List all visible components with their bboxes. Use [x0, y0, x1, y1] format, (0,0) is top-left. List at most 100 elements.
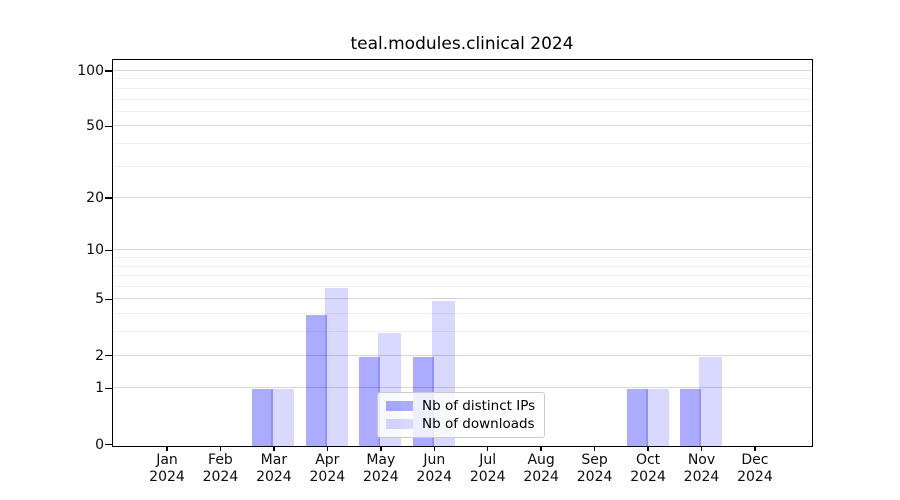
y-tick-label: 1 [95, 380, 104, 397]
minor-gridline [112, 331, 812, 333]
x-tick-mark [273, 446, 275, 451]
major-gridline [112, 249, 812, 251]
bar-nb-of-downloads-mar-2024 [271, 389, 295, 446]
x-tick-mark [380, 446, 382, 451]
y-tick-mark [105, 249, 112, 252]
x-tick-mark [647, 446, 649, 451]
legend-item-distinct-ips: Nb of distinct IPs [386, 397, 535, 415]
x-tick-label-line: May [366, 452, 396, 468]
y-tick-mark [105, 70, 112, 72]
bar-nb-of-distinct-ips-nov-2024 [680, 389, 701, 446]
x-tick-mark [326, 446, 329, 451]
x-tick-mark [700, 446, 703, 451]
x-tick-label: May 2024 [349, 452, 413, 485]
bar-nb-of-distinct-ips-may-2024 [359, 356, 381, 446]
major-gridline [112, 125, 812, 127]
chart-title: teal.modules.clinical 2024 [350, 34, 574, 54]
legend-item-downloads: Nb of downloads [386, 415, 535, 433]
x-tick-label: Mar 2024 [242, 452, 306, 485]
x-tick-label: Jun 2024 [402, 452, 466, 485]
x-tick-label: Sep 2024 [563, 452, 627, 485]
bar-nb-of-downloads-nov-2024 [699, 356, 722, 446]
legend-label-downloads: Nb of downloads [422, 416, 535, 432]
minor-gridline [112, 275, 812, 277]
x-tick-label-line: Apr [315, 452, 340, 468]
bar-nb-of-downloads-apr-2024 [324, 288, 348, 446]
bar-nb-of-distinct-ips-mar-2024 [252, 389, 274, 446]
x-tick-label-line: 2024 [683, 468, 720, 485]
bar-nb-of-downloads-oct-2024 [645, 389, 669, 446]
x-tick-label: Aug 2024 [509, 452, 573, 485]
x-tick-mark [486, 446, 489, 451]
plot-area [111, 58, 813, 447]
x-tick-mark [166, 446, 168, 451]
major-gridline [112, 354, 812, 356]
x-tick-mark [219, 446, 222, 451]
x-tick-label-line: 2024 [523, 468, 559, 485]
x-tick-label-line: Jul [479, 452, 497, 468]
x-tick-label-line: Dec [741, 452, 769, 468]
y-tick-label: 50 [86, 118, 104, 135]
x-tick-label-line: 2024 [737, 468, 773, 485]
x-tick-mark [433, 446, 435, 451]
x-tick-label-line: Jun [423, 452, 446, 468]
x-tick-label-line: Jan [156, 452, 178, 468]
major-gridline [112, 197, 812, 199]
y-tick-label: 20 [86, 190, 104, 207]
x-tick-label-line: Mar [260, 452, 288, 468]
minor-gridline [112, 98, 812, 100]
legend: Nb of distinct IPs Nb of downloads [377, 392, 546, 438]
minor-gridline [112, 87, 812, 89]
major-gridline [112, 387, 812, 389]
minor-gridline [112, 78, 812, 80]
x-tick-label-line: Nov [687, 452, 716, 468]
x-tick-label-line: 2024 [630, 468, 666, 485]
bar-nb-of-distinct-ips-oct-2024 [626, 389, 648, 446]
y-tick-mark [105, 387, 112, 390]
x-tick-label-line: 2024 [576, 468, 613, 485]
x-tick-mark [540, 446, 542, 451]
x-tick-label: Dec 2024 [723, 452, 787, 485]
minor-gridline [112, 110, 812, 112]
x-tick-label: Oct 2024 [616, 452, 680, 485]
y-tick-label: 100 [77, 62, 104, 79]
x-tick-mark [593, 446, 596, 451]
minor-gridline [112, 142, 812, 144]
x-tick-mark [754, 446, 756, 451]
x-tick-label: Nov 2024 [670, 452, 734, 485]
y-tick-mark [105, 197, 112, 199]
legend-label-distinct-ips: Nb of distinct IPs [422, 398, 536, 414]
x-tick-label-line: 2024 [149, 468, 185, 485]
x-tick-label-line: Aug [527, 452, 555, 468]
y-tick-mark [105, 125, 112, 128]
x-tick-label-line: 2024 [309, 468, 346, 485]
minor-gridline [112, 265, 812, 267]
x-tick-label-line: 2024 [202, 468, 239, 485]
x-tick-label: Jul 2024 [456, 452, 520, 485]
x-tick-label-line: Sep [581, 452, 608, 468]
y-tick-label: 2 [95, 347, 104, 364]
y-tick-label: 0 [95, 436, 104, 453]
y-tick-mark [105, 443, 112, 446]
x-tick-label: Apr 2024 [295, 452, 359, 485]
minor-gridline [112, 257, 812, 259]
x-tick-label-line: 2024 [256, 468, 292, 485]
minor-gridline [112, 165, 812, 167]
x-tick-label-line: 2024 [416, 468, 453, 485]
y-tick-mark [105, 354, 112, 357]
major-gridline [112, 69, 812, 71]
y-tick-mark [105, 298, 112, 301]
x-tick-label-line: Oct [635, 452, 661, 468]
x-tick-label: Jan 2024 [135, 452, 199, 485]
x-tick-label-line: 2024 [469, 468, 506, 485]
legend-swatch-downloads [386, 419, 413, 429]
x-tick-label: Feb 2024 [188, 452, 252, 485]
x-tick-label-line: Feb [208, 452, 233, 468]
minor-gridline [112, 313, 812, 315]
x-tick-label-line: 2024 [362, 468, 399, 485]
major-gridline [112, 298, 812, 300]
y-tick-label: 10 [86, 242, 104, 259]
legend-swatch-distinct-ips [386, 401, 413, 411]
minor-gridline [112, 286, 812, 288]
